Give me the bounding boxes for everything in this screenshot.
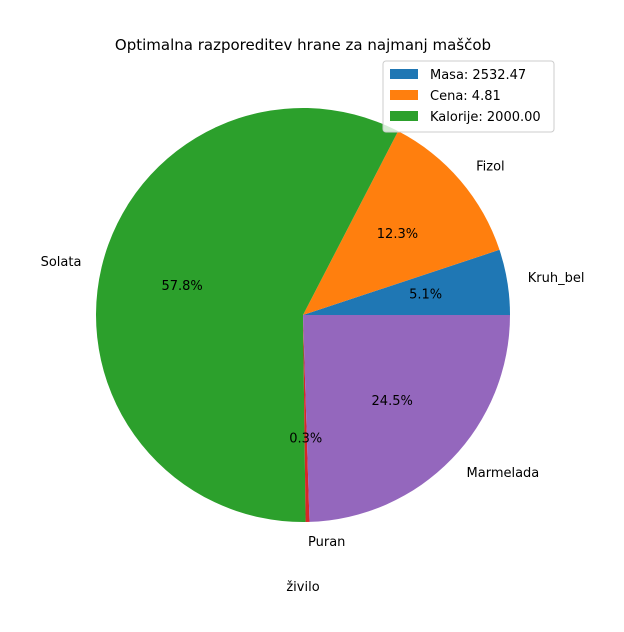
x-axis-label: živilo [286,580,319,595]
slice-percent-3: 0.3% [289,432,322,447]
slice-percent-0: 5.1% [409,288,442,303]
legend-entry-2: Kalorije: 2000.00 [430,110,541,125]
pie-labels: Kruh_bel 5.1% Fizol 12.3% Solata 57.8% Puran 0.… [41,160,585,551]
slice-label-1: Fizol [476,160,505,175]
legend-swatch-1 [390,90,418,100]
slice-percent-1: 12.3% [377,227,418,242]
slice-label-3: Puran [308,535,345,550]
pie-slice-3 [303,315,310,522]
legend-frame [382,60,555,133]
pie-slice-0 [303,249,510,315]
legend-entry-1: Cena: 4.81 [430,89,501,104]
chart-legend: Masa: 2532.47 Cena: 4.81 Kalorije: 2000.… [382,60,555,133]
pie-slice-4 [303,315,510,522]
slice-label-0: Kruh_bel [528,271,585,286]
chart-title: Optimalna razporeditev hrane za najmanj … [115,36,491,54]
slice-label-2: Solata [41,255,82,270]
slice-percent-4: 24.5% [372,394,413,409]
slice-label-4: Marmelada [467,466,540,481]
pie-slices [96,107,510,522]
pie-slice-1 [303,131,500,315]
pie-slice-2 [96,107,399,522]
legend-swatch-2 [390,111,418,121]
slice-percent-2: 57.8% [161,279,202,294]
legend-entry-0: Masa: 2532.47 [430,68,526,83]
legend-swatch-0 [390,69,418,79]
